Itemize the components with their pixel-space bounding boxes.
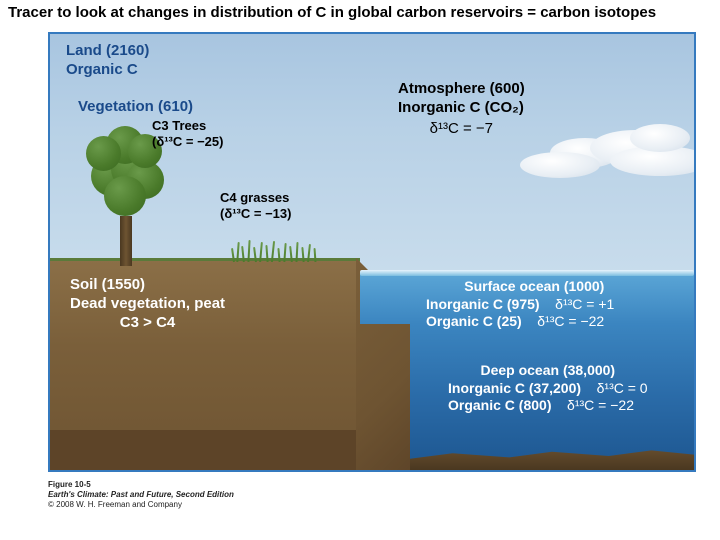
page-title: Tracer to look at changes in distributio…: [8, 4, 712, 21]
c4-grasses-label: C4 grasses (δ¹³C = −13): [220, 190, 291, 223]
vegetation-title: Vegetation (610): [78, 98, 193, 117]
surf-org-delta: δ¹³C = −22: [537, 313, 604, 329]
deep-org: Organic C (800): [448, 397, 551, 413]
soil-title: Soil (1550): [70, 276, 225, 295]
grass-icon: [230, 238, 320, 262]
deep-org-delta: δ¹³C = −22: [567, 397, 634, 413]
soil-label: Soil (1550) Dead vegetation, peat C3 > C…: [70, 276, 225, 332]
copyright: © 2008 W. H. Freeman and Company: [48, 500, 182, 510]
book-title: Earth's Climate: Past and Future, Second…: [48, 490, 234, 500]
atmosphere-label: Atmosphere (600) Inorganic C (CO₂) δ¹³C …: [398, 80, 525, 138]
atm-delta: δ¹³C = −7: [398, 120, 525, 139]
cloud-icon: [630, 124, 690, 152]
deep-title: Deep ocean (38,000): [448, 362, 648, 380]
soil-line3: C3 > C4: [70, 314, 225, 333]
atm-subtitle: Inorganic C (CO₂): [398, 99, 525, 118]
land-label: Land (2160) Organic C: [66, 42, 149, 80]
c4-line2: (δ¹³C = −13): [220, 206, 291, 222]
atm-title: Atmosphere (600): [398, 80, 525, 99]
c3-trees-label: C3 Trees (δ¹³C = −25): [152, 118, 223, 151]
soil-deep: [50, 430, 360, 470]
carbon-reservoir-diagram: Land (2160) Organic C Vegetation (610) C…: [48, 32, 696, 472]
surf-inorg-delta: δ¹³C = +1: [555, 296, 614, 312]
surface-ocean-label: Surface ocean (1000) Inorganic C (975) δ…: [426, 278, 614, 331]
c3-line2: (δ¹³C = −25): [152, 134, 223, 150]
deep-inorg: Inorganic C (37,200): [448, 380, 581, 396]
c4-line1: C4 grasses: [220, 190, 291, 206]
c3-line1: C3 Trees: [152, 118, 223, 134]
land-subtitle: Organic C: [66, 61, 149, 80]
figure-number: Figure 10-5: [48, 480, 91, 490]
deep-inorg-delta: δ¹³C = 0: [597, 380, 648, 396]
surf-title: Surface ocean (1000): [426, 278, 614, 296]
soil-line2: Dead vegetation, peat: [70, 295, 225, 314]
surf-inorg: Inorganic C (975): [426, 296, 540, 312]
vegetation-label: Vegetation (610): [78, 98, 193, 117]
surf-org: Organic C (25): [426, 313, 522, 329]
cloud-icon: [520, 152, 600, 178]
deep-ocean-label: Deep ocean (38,000) Inorganic C (37,200)…: [448, 362, 648, 415]
land-title: Land (2160): [66, 42, 149, 61]
water-surface-line: [360, 270, 694, 276]
